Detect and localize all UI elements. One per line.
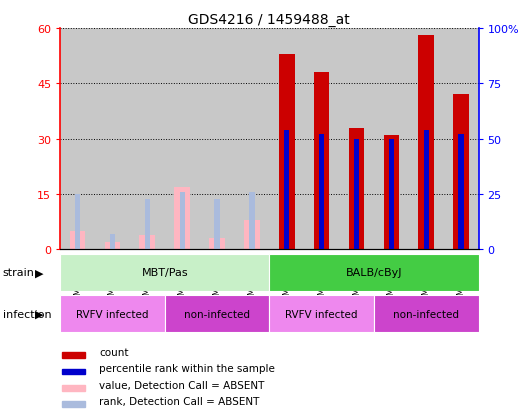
Bar — [62, 385, 85, 391]
Bar — [349, 128, 365, 250]
Bar — [234, 29, 269, 250]
Text: BALB/cByJ: BALB/cByJ — [346, 268, 402, 278]
Bar — [70, 231, 85, 250]
Bar — [459, 135, 464, 250]
Bar — [145, 199, 150, 250]
Title: GDS4216 / 1459488_at: GDS4216 / 1459488_at — [188, 12, 350, 26]
Text: strain: strain — [3, 268, 35, 278]
Bar — [304, 29, 339, 250]
Bar — [269, 295, 374, 332]
Bar — [383, 136, 399, 250]
Bar — [140, 235, 155, 250]
Bar — [409, 29, 444, 250]
Bar — [165, 29, 200, 250]
Text: MBT/Pas: MBT/Pas — [141, 268, 188, 278]
Text: ▶: ▶ — [35, 268, 43, 278]
Bar — [249, 192, 255, 250]
Bar — [62, 401, 85, 407]
Text: percentile rank within the sample: percentile rank within the sample — [99, 363, 275, 373]
Bar — [60, 254, 269, 291]
Bar — [424, 131, 429, 250]
Bar — [453, 95, 469, 250]
Bar — [60, 295, 165, 332]
Bar — [75, 195, 80, 250]
Bar — [354, 140, 359, 250]
Bar — [62, 352, 85, 358]
Text: RVFV infected: RVFV infected — [286, 309, 358, 319]
Bar — [60, 29, 95, 250]
Bar — [200, 29, 234, 250]
Text: non-infected: non-infected — [393, 309, 459, 319]
Bar — [244, 221, 260, 250]
Bar — [444, 29, 479, 250]
Text: rank, Detection Call = ABSENT: rank, Detection Call = ABSENT — [99, 396, 260, 406]
Bar — [105, 242, 120, 250]
Bar — [174, 187, 190, 250]
Bar — [339, 29, 374, 250]
Bar — [269, 29, 304, 250]
Bar — [209, 239, 225, 250]
Bar — [389, 140, 394, 250]
Bar — [110, 235, 115, 250]
Bar — [314, 73, 329, 250]
Text: count: count — [99, 347, 129, 357]
Bar — [374, 29, 409, 250]
Bar — [374, 295, 479, 332]
Bar — [284, 131, 289, 250]
Text: infection: infection — [3, 309, 51, 319]
Bar — [279, 55, 294, 250]
Text: non-infected: non-infected — [184, 309, 250, 319]
Bar — [319, 135, 324, 250]
Bar — [214, 199, 220, 250]
Bar — [95, 29, 130, 250]
Bar — [130, 29, 165, 250]
Bar — [165, 295, 269, 332]
Bar — [62, 369, 85, 374]
Bar — [269, 254, 479, 291]
Text: RVFV infected: RVFV infected — [76, 309, 149, 319]
Text: ▶: ▶ — [35, 309, 43, 319]
Bar — [179, 192, 185, 250]
Text: value, Detection Call = ABSENT: value, Detection Call = ABSENT — [99, 380, 265, 390]
Bar — [418, 36, 434, 250]
